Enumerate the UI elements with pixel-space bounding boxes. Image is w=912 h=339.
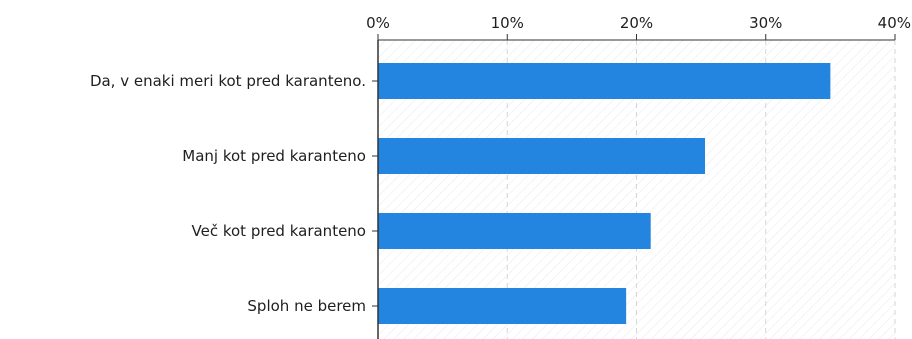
bar bbox=[378, 63, 831, 99]
x-tick-label: 0% bbox=[366, 14, 390, 32]
bar bbox=[378, 213, 651, 249]
bar bbox=[378, 138, 706, 174]
x-tick-label: 40% bbox=[878, 14, 911, 32]
x-tick-label: 20% bbox=[620, 14, 653, 32]
x-tick-label: 10% bbox=[491, 14, 524, 32]
category-label: Da, v enaki meri kot pred karanteno. bbox=[90, 72, 366, 90]
x-tick-label: 30% bbox=[749, 14, 782, 32]
category-label: Sploh ne berem bbox=[247, 297, 366, 315]
category-label: Manj kot pred karanteno bbox=[182, 147, 366, 165]
category-label: Več kot pred karanteno bbox=[192, 222, 366, 240]
category-labels: Da, v enaki meri kot pred karanteno. Manj… bbox=[90, 72, 378, 315]
x-axis-ticks: 0% 10% 20% 30% 40% bbox=[366, 14, 911, 40]
bars bbox=[378, 63, 831, 324]
bar bbox=[378, 288, 627, 324]
